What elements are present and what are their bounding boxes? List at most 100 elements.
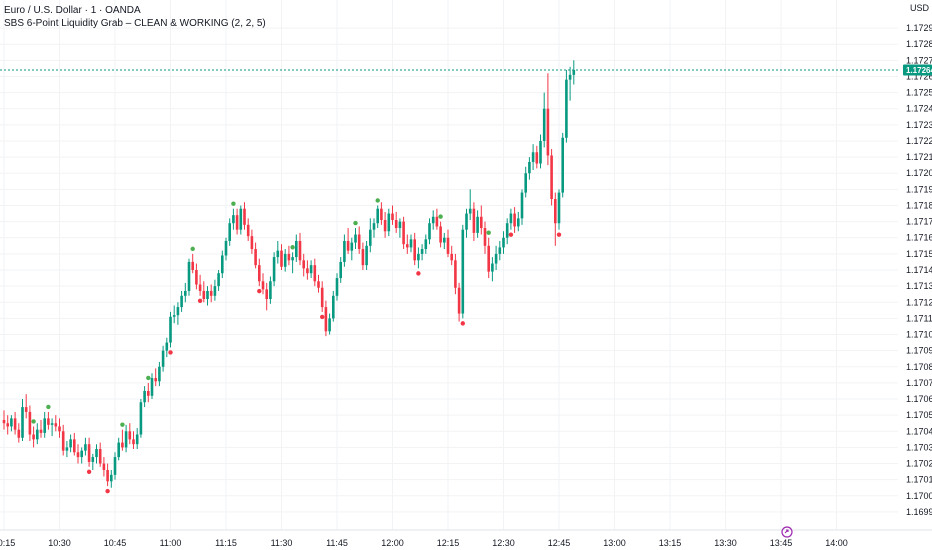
candle-body (254, 249, 257, 266)
candle-body (502, 237, 505, 248)
time-tick-label: 12:45 (548, 538, 571, 548)
candle-body (191, 261, 194, 270)
candle (369, 218, 372, 253)
candle (528, 157, 531, 180)
candle-body (43, 418, 46, 433)
candle (365, 240, 368, 270)
candle-body (335, 278, 339, 296)
candle (513, 207, 516, 233)
signal-marker (486, 230, 491, 235)
candle-body (50, 423, 54, 425)
signal-marker (290, 245, 295, 250)
candle (17, 423, 21, 443)
candle (372, 218, 376, 238)
candle-body (424, 239, 428, 250)
candle (520, 189, 524, 225)
candle-body (332, 295, 335, 319)
indicator-title[interactable]: SBS 6-Point Liquidity Grab – CLEAN & WOR… (4, 18, 266, 29)
candle-body (232, 215, 235, 224)
candle (95, 444, 98, 464)
candle (383, 211, 387, 238)
candle-body (420, 249, 424, 254)
candle-body (180, 295, 183, 308)
candle-body (513, 213, 516, 227)
time-tick-label: 13:45 (770, 538, 793, 548)
candle-body (2, 420, 6, 424)
chart-legend: Euro / U.S. Dollar · 1 · OANDA SBS 6-Poi… (4, 4, 266, 30)
candle (250, 229, 254, 254)
price-axis-background (898, 0, 932, 530)
candle-body (535, 152, 539, 164)
candle (143, 386, 146, 408)
candle-body (317, 281, 320, 288)
candle (13, 411, 17, 435)
time-tick-label: 13:15 (659, 538, 682, 548)
candle (283, 249, 287, 272)
candle (361, 242, 365, 270)
candle-body (169, 316, 172, 343)
symbol-title[interactable]: Euro / U.S. Dollar · 1 · OANDA (4, 5, 141, 16)
signal-marker (353, 220, 358, 226)
candle (65, 440, 69, 458)
candle (565, 70, 568, 143)
signal-marker (416, 271, 421, 276)
candle-body (102, 463, 106, 470)
candle (158, 361, 161, 387)
price-tick-label: 1.17080 (906, 362, 932, 372)
candle (554, 192, 557, 246)
signal-marker (86, 469, 92, 474)
candle-body (465, 213, 468, 230)
price-axis[interactable]: USD 1.17290 1.17280 1.17270 1.17260 1.17250 1… (898, 0, 932, 530)
candle-body (557, 192, 561, 224)
price-tick-label: 1.17070 (906, 378, 932, 388)
candle (420, 244, 424, 261)
candle-body (32, 434, 35, 440)
candle-body (184, 290, 187, 296)
price-tick-label: 1.17000 (906, 491, 932, 501)
candle (298, 232, 302, 266)
candle (446, 229, 450, 258)
candle (568, 66, 572, 101)
currency-label: USD (910, 3, 930, 13)
candle-body (261, 281, 265, 290)
time-tick-label: 12:15 (437, 538, 460, 548)
time-axis[interactable]: 10:15 10:30 10:45 11:00 11:15 11:30 11:45 12:00… (0, 529, 932, 548)
signal-marker (460, 321, 465, 326)
candle-body (376, 208, 379, 224)
candle-body (187, 261, 191, 291)
price-tick-label: 1.17190 (906, 184, 932, 194)
signal-marker (168, 350, 173, 355)
price-tick-label: 1.17130 (906, 281, 932, 291)
time-tick-label: 12:30 (492, 538, 515, 548)
candle (213, 279, 217, 301)
candle (498, 240, 502, 261)
candle-body (357, 234, 361, 250)
candle-body (139, 402, 143, 435)
candle (28, 405, 32, 441)
candle-body (387, 213, 391, 232)
candle-body (239, 208, 243, 230)
candle (84, 437, 87, 456)
candle (435, 208, 439, 230)
candle (224, 237, 228, 261)
candle-body (73, 439, 76, 453)
candle-body (243, 208, 246, 225)
candle (265, 282, 268, 311)
candle-body (280, 250, 283, 267)
candle (457, 282, 461, 322)
goto-realtime-icon[interactable] (781, 526, 793, 538)
candle (169, 311, 172, 348)
candle-body (498, 247, 502, 254)
candle-body (372, 223, 376, 230)
candle-body (39, 429, 43, 433)
candle (187, 258, 191, 296)
candle (165, 337, 169, 358)
candle-body (143, 390, 146, 403)
price-tick-label: 1.17060 (906, 394, 932, 404)
candle-body (176, 307, 180, 316)
signal-marker (320, 314, 325, 320)
candle-body (95, 449, 98, 458)
candle-body (287, 253, 291, 261)
candle (198, 274, 202, 296)
